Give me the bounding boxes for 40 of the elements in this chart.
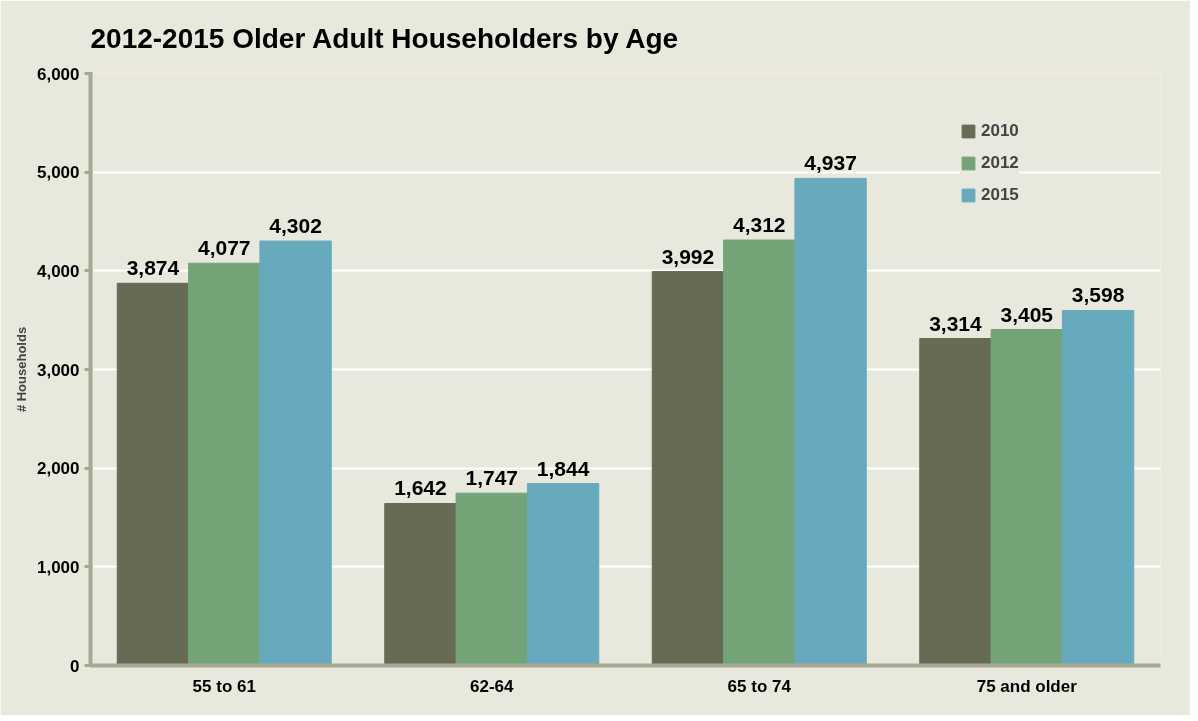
- bar: [188, 262, 261, 666]
- data-label: 3,314: [929, 311, 983, 335]
- y-tick-label: 2,000: [36, 459, 80, 479]
- x-tick-label: 65 to 74: [727, 676, 792, 696]
- y-tick-label: 3,000: [36, 360, 80, 380]
- data-label: 1,844: [536, 456, 590, 480]
- data-label: 4,077: [197, 236, 251, 260]
- bar: [990, 329, 1063, 666]
- bar: [723, 239, 796, 666]
- data-label: 3,598: [1071, 283, 1125, 307]
- chart-title: 2012-2015 Older Adult Householders by Age: [90, 22, 679, 54]
- x-tick-label: 55 to 61: [192, 676, 256, 696]
- legend-label: 2015: [981, 185, 1019, 205]
- data-label: 3,992: [661, 244, 715, 268]
- data-label: 1,747: [465, 466, 519, 490]
- bar: [651, 271, 725, 666]
- data-label: 1,642: [394, 476, 447, 500]
- bar: [384, 502, 457, 666]
- data-label: 3,405: [1000, 302, 1054, 326]
- data-label: 4,312: [732, 213, 786, 237]
- x-tick-label: 62-64: [470, 676, 515, 696]
- bar: [116, 282, 190, 666]
- y-tick-label: 5,000: [36, 163, 80, 183]
- x-tick-label: 75 and older: [976, 676, 1078, 696]
- y-tick-label: 4,000: [36, 261, 80, 281]
- bar: [919, 338, 992, 666]
- bar: [794, 177, 867, 666]
- y-tick-label: 6,000: [36, 64, 80, 84]
- bar: [1061, 310, 1135, 666]
- data-label: 4,302: [269, 214, 322, 238]
- bar: [259, 240, 332, 666]
- bar: [526, 483, 600, 666]
- legend-label: 2010: [981, 121, 1019, 141]
- legend-label: 2012: [981, 153, 1019, 173]
- data-label: 3,874: [126, 256, 180, 280]
- y-tick-label: 0: [70, 656, 80, 676]
- data-label: 4,937: [804, 151, 857, 175]
- y-axis-title: # Households: [13, 326, 29, 413]
- bar: [455, 492, 528, 666]
- y-tick-label: 1,000: [36, 557, 80, 577]
